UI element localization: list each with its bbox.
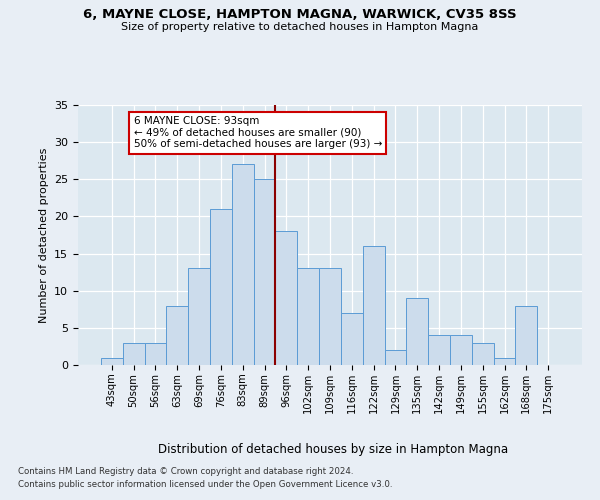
Y-axis label: Number of detached properties: Number of detached properties: [38, 148, 49, 322]
Bar: [101, 358, 123, 365]
Text: 6, MAYNE CLOSE, HAMPTON MAGNA, WARWICK, CV35 8SS: 6, MAYNE CLOSE, HAMPTON MAGNA, WARWICK, …: [83, 8, 517, 20]
Bar: [275, 232, 297, 365]
Bar: [188, 268, 210, 365]
Text: Contains HM Land Registry data © Crown copyright and database right 2024.: Contains HM Land Registry data © Crown c…: [18, 467, 353, 476]
Bar: [166, 306, 188, 365]
Bar: [428, 336, 450, 365]
Bar: [297, 268, 319, 365]
Bar: [363, 246, 385, 365]
Bar: [254, 180, 275, 365]
Bar: [494, 358, 515, 365]
Text: Distribution of detached houses by size in Hampton Magna: Distribution of detached houses by size …: [158, 442, 508, 456]
Bar: [319, 268, 341, 365]
Bar: [450, 336, 472, 365]
Bar: [232, 164, 254, 365]
Bar: [472, 342, 494, 365]
Text: Contains public sector information licensed under the Open Government Licence v3: Contains public sector information licen…: [18, 480, 392, 489]
Text: 6 MAYNE CLOSE: 93sqm
← 49% of detached houses are smaller (90)
50% of semi-detac: 6 MAYNE CLOSE: 93sqm ← 49% of detached h…: [134, 116, 382, 150]
Bar: [515, 306, 537, 365]
Bar: [406, 298, 428, 365]
Bar: [385, 350, 406, 365]
Bar: [123, 342, 145, 365]
Bar: [210, 209, 232, 365]
Bar: [341, 313, 363, 365]
Text: Size of property relative to detached houses in Hampton Magna: Size of property relative to detached ho…: [121, 22, 479, 32]
Bar: [145, 342, 166, 365]
